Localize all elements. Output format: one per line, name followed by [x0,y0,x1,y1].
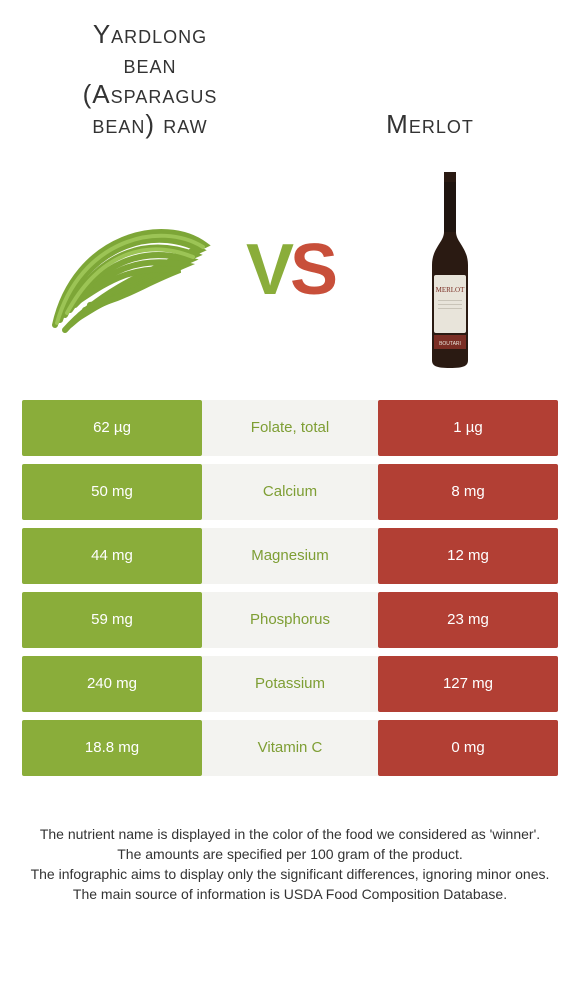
svg-text:MERLOT: MERLOT [436,286,466,294]
vs-label: VS [230,229,350,311]
cell-right: 8 mg [378,464,558,520]
cell-nutrient: Phosphorus [202,592,378,648]
svg-text:BOUTARI: BOUTARI [439,341,461,347]
table-row: 18.8 mgVitamin C0 mg [22,720,558,776]
table-row: 62 µgFolate, total1 µg [22,400,558,456]
cell-left: 50 mg [22,464,202,520]
title-left-line3: (Asparagus [83,79,218,109]
cell-right: 23 mg [378,592,558,648]
header: Yardlong bean (Asparagus bean) raw Merlo… [0,0,580,150]
beans-icon [45,195,215,345]
table-row: 240 mgPotassium127 mg [22,656,558,712]
title-left-line1: Yardlong [93,19,207,49]
cell-nutrient: Vitamin C [202,720,378,776]
cell-nutrient: Calcium [202,464,378,520]
cell-left: 62 µg [22,400,202,456]
food-image-left [30,195,230,345]
cell-nutrient: Magnesium [202,528,378,584]
vs-s: S [290,230,334,310]
cell-left: 240 mg [22,656,202,712]
footer-line-4: The main source of information is USDA F… [18,884,562,904]
title-left-line2: bean [123,49,176,79]
cell-left: 59 mg [22,592,202,648]
cell-left: 18.8 mg [22,720,202,776]
table-row: 59 mgPhosphorus23 mg [22,592,558,648]
footer: The nutrient name is displayed in the co… [0,784,580,905]
title-right: Merlot [310,109,550,140]
vs-v: V [246,230,290,310]
cell-right: 12 mg [378,528,558,584]
image-row: VS MERLOT BOUTARI [0,150,580,400]
footer-line-3: The infographic aims to display only the… [18,864,562,884]
cell-right: 0 mg [378,720,558,776]
footer-line-2: The amounts are specified per 100 gram o… [18,844,562,864]
cell-nutrient: Folate, total [202,400,378,456]
food-image-right: MERLOT BOUTARI [350,170,550,370]
cell-right: 1 µg [378,400,558,456]
title-left: Yardlong bean (Asparagus bean) raw [30,20,270,140]
nutrient-table: 62 µgFolate, total1 µg 50 mgCalcium8 mg 44… [0,400,580,776]
cell-left: 44 mg [22,528,202,584]
table-row: 50 mgCalcium8 mg [22,464,558,520]
footer-line-1: The nutrient name is displayed in the co… [18,824,562,844]
cell-right: 127 mg [378,656,558,712]
cell-nutrient: Potassium [202,656,378,712]
title-left-line4: bean) raw [92,109,207,139]
table-row: 44 mgMagnesium12 mg [22,528,558,584]
wine-bottle-icon: MERLOT BOUTARI [420,170,480,370]
